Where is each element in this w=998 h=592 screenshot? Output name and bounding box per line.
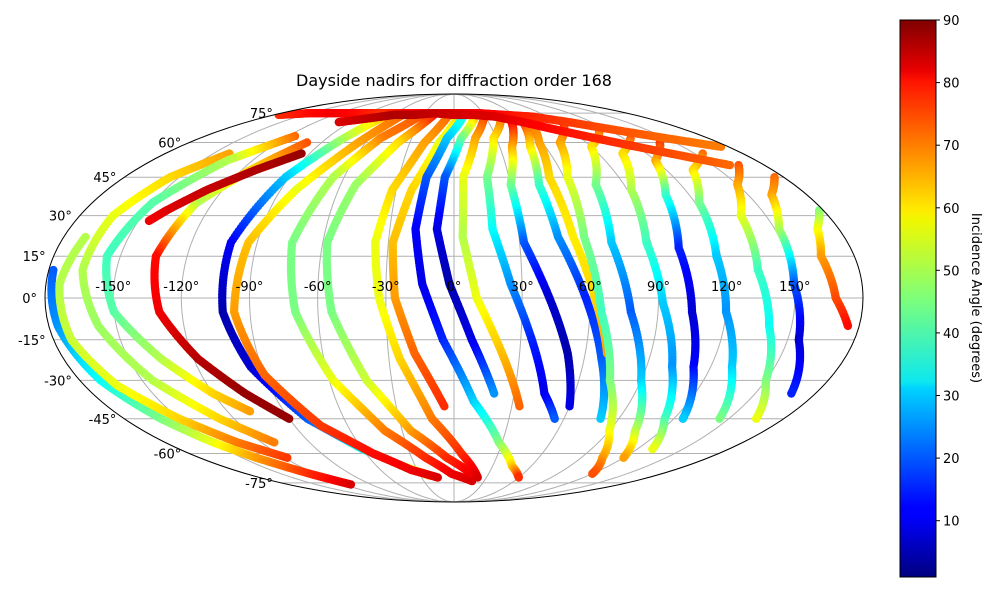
nadir-track [286,108,477,486]
nadir-point [678,414,688,423]
nadir-track [78,149,279,447]
nadir-point [588,469,597,479]
nadir-point [596,414,605,423]
nadir-point [440,402,449,411]
nadir-point [619,453,628,462]
nadir-track [229,108,443,482]
nadir-point [787,389,796,398]
nadir-point [751,414,761,423]
nadir-point [843,321,853,331]
nadir-point [283,453,292,462]
nadir-point [270,438,279,447]
nadir-track [55,232,292,462]
nadir-tracks [47,108,853,489]
nadir-point [144,216,154,226]
nadir-point [433,473,443,482]
nadir-track [144,149,306,226]
nadir-track [813,206,853,331]
nadir-point [489,389,499,398]
nadir-point [473,473,482,482]
nadir-point [715,414,724,423]
nadir-point [550,414,559,423]
nadir-track [47,265,356,489]
nadir-point [565,402,574,411]
nadir-point [346,480,356,489]
nadir-track [102,131,300,416]
meridian-line [453,93,523,503]
nadir-point [245,407,255,416]
nadir-point [515,402,524,411]
meridian-line [248,93,455,503]
nadir-point [648,444,657,454]
map-title: Dayside nadirs for diffraction order 168 [296,71,612,90]
nadir-point [284,414,294,423]
nadir-point [514,473,523,482]
meridian-line [385,93,455,503]
